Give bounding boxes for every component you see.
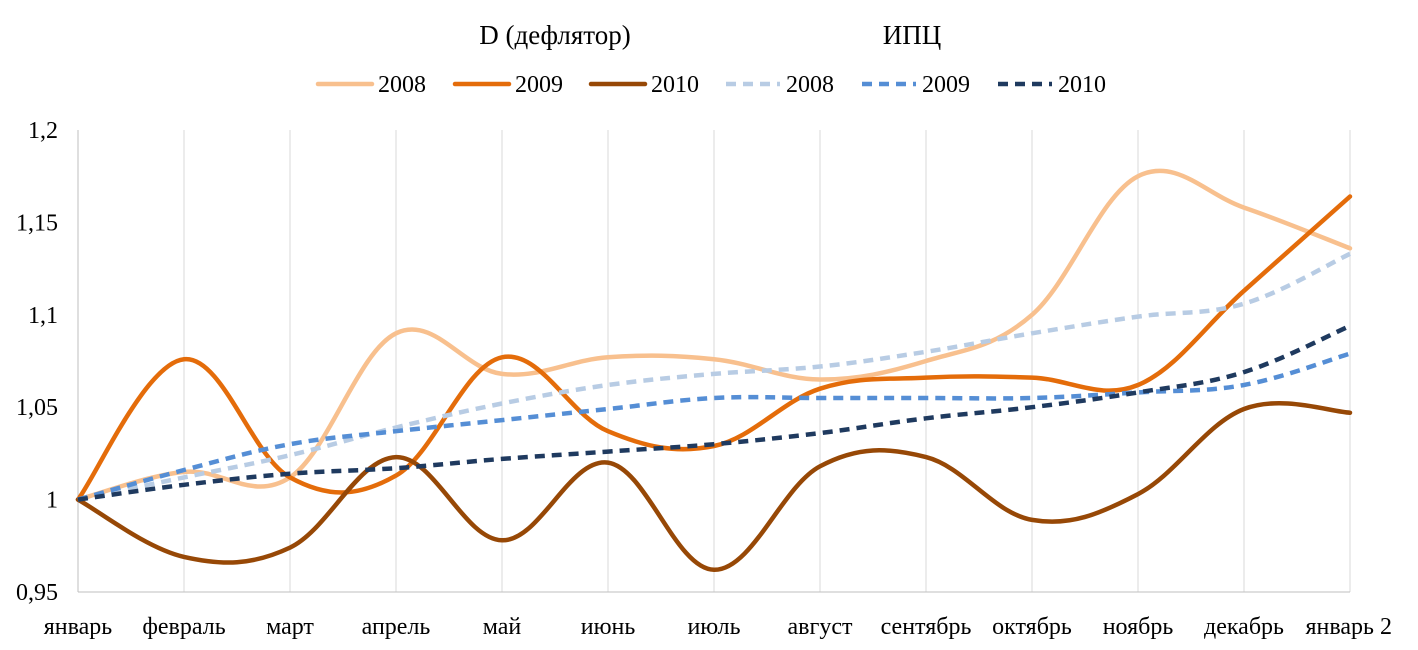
series-lines <box>75 168 1353 573</box>
axes: 0,95 1 1,05 1,1 1,15 1,2 январь февраль март апре… <box>16 118 1392 640</box>
x-tick-label: август <box>788 614 853 640</box>
series-line-deflator-2010 <box>75 401 1353 573</box>
y-tick-label: 1 <box>46 488 58 514</box>
x-tick-label: октябрь <box>992 614 1072 640</box>
legend-label: 2010 <box>1058 72 1106 98</box>
x-tick-label: июнь <box>581 614 636 640</box>
x-tick-label: январь <box>44 614 113 640</box>
group-title-deflator: D (дефлятор) <box>479 20 630 50</box>
x-tick-label: март <box>266 614 314 640</box>
legend-label: 2008 <box>378 72 426 98</box>
group-title-cpi: ИПЦ <box>883 20 942 50</box>
x-tick-label: январь 2 <box>1306 614 1393 640</box>
y-tick-label: 1,2 <box>28 118 58 144</box>
y-tick-label: 1,05 <box>16 395 58 421</box>
x-tick-label: декабрь <box>1204 614 1284 640</box>
y-tick-label: 1,15 <box>16 210 58 236</box>
legend: 2008 2009 2010 2008 2009 2010 <box>315 72 1106 98</box>
y-tick-label: 1,1 <box>28 303 58 329</box>
x-tick-label: май <box>483 614 522 640</box>
legend-label: 2008 <box>786 72 834 98</box>
legend-label: 2010 <box>651 72 699 98</box>
series-line-cpi-2008 <box>77 251 1351 502</box>
x-tick-label: февраль <box>142 614 225 640</box>
x-tick-label: апрель <box>362 614 431 640</box>
series-line-cpi-2010 <box>77 323 1351 502</box>
x-tick-label: ноябрь <box>1103 614 1174 640</box>
y-tick-label: 0,95 <box>16 580 58 606</box>
x-tick-label: июль <box>687 614 740 640</box>
x-tick-label: сентябрь <box>881 614 972 640</box>
legend-label: 2009 <box>922 72 970 98</box>
legend-label: 2009 <box>515 72 563 98</box>
